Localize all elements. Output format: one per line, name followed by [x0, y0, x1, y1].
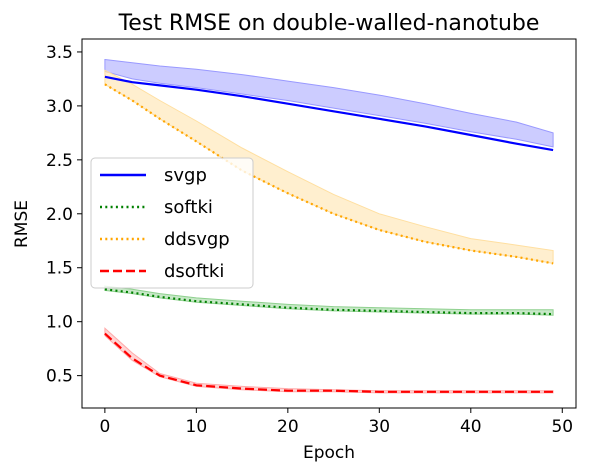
y-axis-ticks: 0.5 1.0 1.5 2.0 2.5 3.0 3.5 [46, 43, 82, 387]
legend-label-ddsvgp: ddsvgp [164, 229, 230, 250]
x-tick-label: 0 [99, 417, 110, 437]
y-tick-label: 2.0 [46, 205, 73, 225]
y-tick-label: 3.5 [46, 43, 73, 63]
line-ddsvgp [104, 83, 554, 265]
y-axis-label: RMSE [12, 200, 32, 248]
chart-title: Test RMSE on double-walled-nanotube [118, 11, 540, 36]
x-tick-label: 10 [186, 417, 208, 437]
band-dsoftki [104, 327, 554, 394]
x-axis-ticks: 0 10 20 30 40 50 [99, 408, 573, 437]
x-axis-label: Epoch [303, 443, 355, 463]
x-tick-label: 40 [460, 417, 482, 437]
y-tick-label: 2.5 [46, 151, 73, 171]
line-dsoftki [104, 332, 554, 393]
y-tick-label: 1.0 [46, 313, 73, 333]
band-svgp [104, 58, 554, 148]
x-tick-label: 20 [277, 417, 299, 437]
line-svgp [104, 75, 554, 152]
band-softki [104, 285, 554, 316]
line-softki [104, 288, 554, 316]
y-tick-label: 1.5 [46, 259, 73, 279]
series-lines [104, 75, 554, 393]
plot-frame [81, 38, 577, 409]
x-tick-label: 30 [368, 417, 390, 437]
legend-label-dsoftki: dsoftki [164, 261, 224, 282]
y-tick-label: 3.0 [46, 97, 73, 117]
legend-label-softki: softki [164, 197, 213, 218]
y-tick-label: 0.5 [46, 367, 73, 387]
legend: svgp softki ddsvgp dsoftki [90, 157, 254, 289]
legend-box [90, 157, 254, 289]
legend-label-svgp: svgp [164, 165, 207, 186]
x-tick-label: 50 [551, 417, 573, 437]
